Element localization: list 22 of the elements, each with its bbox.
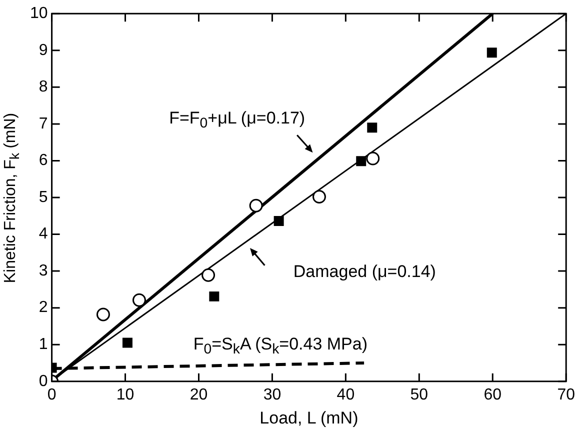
annotation: F=F$_{0}$+μL (μ=0.17) (169, 108, 306, 132)
y-tick-label: 2 (38, 299, 48, 316)
x-tick-label: 60 (484, 386, 502, 404)
y-tick-label: 0 (38, 372, 48, 390)
x-tick-label: 20 (190, 386, 208, 404)
y-tick-label: 6 (38, 152, 48, 170)
y-tick-label: 3 (38, 262, 48, 280)
x-axis-title: Load, L (mN) (260, 408, 358, 428)
y-tick-label: 4 (38, 226, 48, 243)
x-tick-label: 40 (336, 386, 355, 404)
annotation: Damaged (μ=0.14) (293, 262, 436, 282)
x-tick-label: 50 (410, 386, 428, 404)
y-tick-label: 1 (38, 336, 48, 354)
y-tick-label: 8 (38, 78, 48, 96)
x-tick-label: 70 (557, 386, 576, 404)
y-tick-label: 9 (38, 42, 48, 59)
y-tick-label: 10 (30, 5, 48, 22)
y-tick-label: 5 (38, 188, 48, 206)
x-tick-label: 30 (263, 386, 282, 404)
y-tick-label: 7 (38, 115, 48, 132)
x-tick-label: 10 (116, 386, 134, 404)
annotation: F$_{0}$=S$_{k}$A (S$_{k}$=0.43 MPa) (193, 334, 368, 358)
